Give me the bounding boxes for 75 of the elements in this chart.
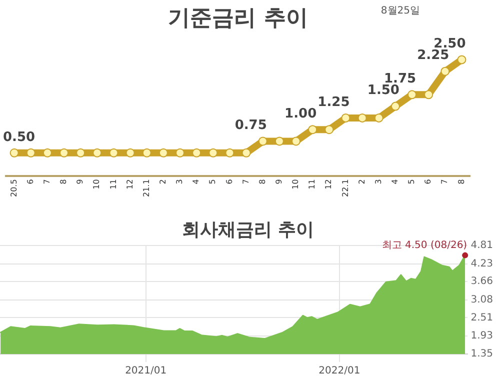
point: [42, 148, 52, 158]
data-label: 2.25: [417, 48, 450, 64]
text: 8월25일: [380, 6, 420, 17]
point: [358, 113, 367, 122]
chart-title: 회사채금리 추이: [182, 219, 314, 240]
x-tick-label: 22.1: [340, 179, 350, 197]
point: [109, 148, 118, 158]
data-label: 1.25: [318, 94, 350, 110]
x-tick-label: 9: [274, 179, 284, 184]
x-tick-label: 8: [59, 179, 68, 184]
x-tick-label: 21.1: [142, 179, 151, 197]
x-tick-label: 2022/01: [318, 366, 360, 377]
point: [225, 148, 234, 158]
y-tick-label: 4.81: [470, 240, 493, 252]
x-tick-label: 7: [440, 179, 450, 184]
data-label: 0.75: [234, 118, 267, 134]
x-tick-label: 6: [26, 179, 35, 184]
x-tick-label: 7: [241, 179, 250, 184]
point: [374, 113, 384, 122]
x-tick-label: 3: [175, 179, 184, 184]
point: [274, 136, 284, 146]
x-tick-label: 12: [324, 179, 334, 190]
x-tick-label: 9: [76, 179, 85, 184]
y-tick-label: 2.51: [470, 312, 493, 324]
point: [76, 148, 86, 158]
point: [60, 148, 68, 158]
point: [292, 136, 300, 146]
x-tick-label: 10: [291, 179, 300, 190]
point: [341, 113, 350, 122]
point: [390, 102, 400, 111]
x-tick-label: 20.5: [9, 179, 18, 197]
x-tick-label: 10: [92, 179, 102, 190]
x-tick-label: 7: [42, 179, 52, 184]
x-tick-label: 8: [456, 179, 466, 184]
x-tick-label: 4: [192, 179, 201, 184]
data-label: 1.00: [284, 106, 317, 122]
x-tick-label: 11: [308, 179, 317, 190]
point: [324, 125, 334, 134]
data-label: 0.50: [3, 130, 36, 145]
x-tick-label: 8: [258, 179, 267, 184]
x-tick-label: 12: [125, 179, 134, 190]
x-tick-label: 3: [374, 179, 383, 184]
point: [408, 90, 416, 100]
point: [424, 90, 434, 100]
x-tick-label: 11: [108, 179, 118, 190]
x-tick-label: 6: [224, 179, 234, 184]
x-tick-label: 6: [424, 179, 433, 184]
x-tick-label: 2021/01: [125, 366, 167, 377]
y-tick-label: 3.66: [470, 276, 493, 288]
point: [176, 148, 184, 158]
y-tick-label: 1.93: [470, 330, 493, 342]
chart-title: 기준금리 추이: [168, 6, 308, 31]
point: [440, 66, 450, 76]
point: [10, 148, 19, 158]
x-tick-label: 4: [390, 179, 400, 184]
point: [308, 125, 318, 134]
point: [242, 148, 251, 158]
point: [258, 136, 268, 146]
point: [457, 55, 466, 64]
x-tick-label: 5: [407, 179, 416, 184]
y-tick-label: 1.35: [470, 348, 493, 360]
annotation: 최고 4.50 (08/26): [382, 240, 468, 251]
x-tick-label: 2: [158, 179, 168, 184]
point: [126, 148, 135, 158]
point: [208, 148, 218, 158]
data-label: 1.50: [367, 83, 400, 98]
x-tick-label: 5: [208, 179, 218, 184]
point: [158, 148, 168, 158]
x-tick-label: 2: [357, 179, 366, 184]
point: [92, 148, 102, 158]
point: [142, 148, 152, 158]
y-tick-label: 4.23: [470, 258, 493, 270]
y-tick-label: 3.08: [470, 294, 493, 306]
point: [192, 148, 202, 158]
point: [26, 148, 36, 158]
